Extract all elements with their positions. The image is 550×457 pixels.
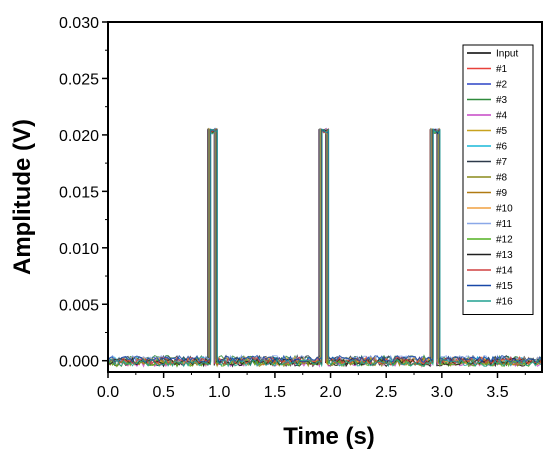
x-tick-label: 0.5 — [153, 384, 175, 401]
legend-label: #12 — [496, 235, 513, 246]
y-tick-label: 0.000 — [59, 354, 99, 371]
legend-label: #5 — [496, 126, 508, 137]
y-tick-label: 0.010 — [59, 241, 99, 258]
legend: Input #1 #2 #3 #4 #5 #6 #7 #8 #9 #10 #11 #12 #13 #14 #1… — [462, 44, 534, 315]
legend-label: #10 — [496, 204, 513, 215]
y-axis: 0.000 0.005 0.010 0.015 0.020 0.025 0.030 — [59, 15, 108, 371]
legend-label: #11 — [496, 219, 512, 230]
x-tick-label: 2.5 — [375, 384, 397, 401]
y-tick-label: 0.015 — [59, 184, 99, 201]
legend-label: #1 — [496, 64, 508, 75]
legend-label: #8 — [496, 173, 508, 184]
legend-label: #6 — [496, 142, 508, 153]
y-tick-label: 0.025 — [59, 71, 99, 88]
y-tick-label: 0.020 — [59, 128, 99, 145]
x-tick-label: 3.5 — [486, 384, 508, 401]
legend-label: #15 — [496, 281, 513, 292]
x-tick-label: 1.5 — [264, 384, 286, 401]
legend-label: #2 — [496, 80, 508, 91]
x-tick-label: 1.0 — [208, 384, 230, 401]
legend-label: #13 — [496, 250, 513, 261]
legend-label: #3 — [496, 95, 508, 106]
legend-label: #14 — [496, 266, 513, 277]
x-tick-label: 3.0 — [431, 384, 453, 401]
x-axis-title: Time (s) — [283, 423, 375, 450]
y-tick-label: 0.030 — [59, 15, 99, 32]
y-tick-label: 0.005 — [59, 297, 99, 314]
plot-frame — [107, 21, 543, 373]
y-axis-title: Amplitude (V) — [9, 119, 36, 275]
series-line-16 — [108, 127, 542, 368]
x-tick-label: 2.0 — [319, 384, 341, 401]
x-tick-label: 0.0 — [97, 384, 119, 401]
legend-label: Input — [496, 49, 518, 60]
legend-label: #9 — [496, 188, 508, 199]
legend-label: #16 — [496, 297, 513, 308]
legend-label: #7 — [496, 157, 508, 168]
x-axis: 0.0 0.5 1.0 1.5 2.0 2.5 3.0 3.5 — [97, 372, 526, 401]
legend-label: #4 — [496, 111, 508, 122]
series-layer — [108, 127, 542, 368]
